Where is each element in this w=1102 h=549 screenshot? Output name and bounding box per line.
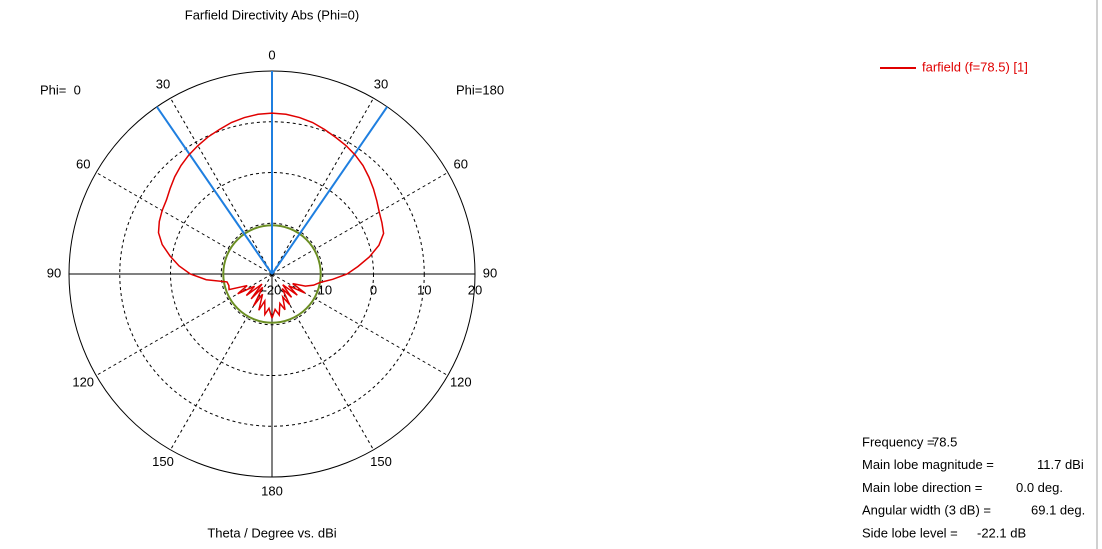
grid-spoke (271, 172, 449, 275)
legend-label: farfield (f=78.5) [1] (922, 59, 1028, 74)
angle-tick-label: 150 (370, 454, 392, 469)
info-value: 69.1 deg. (1031, 503, 1085, 518)
info-value: 11.7 dBi (1037, 457, 1084, 472)
chart-title: Farfield Directivity Abs (Phi=0) (185, 7, 359, 22)
info-value: 0.0 deg. (1016, 480, 1063, 495)
angle-tick-label: 30 (156, 77, 170, 92)
grid-spoke (271, 273, 374, 451)
side-label: Phi= 0 (40, 82, 81, 97)
angle-tick-label: 0 (268, 47, 275, 62)
r-tick-label: 20 (468, 282, 482, 297)
angle-tick-label: 150 (152, 454, 174, 469)
axis-label: Theta / Degree vs. dBi (207, 525, 336, 540)
info-label: Frequency = (862, 434, 935, 449)
info-label: Angular width (3 dB) = (862, 503, 991, 518)
angle-tick-label: 90 (47, 265, 61, 280)
angle-tick-label: 180 (261, 483, 283, 498)
beamwidth-line (271, 106, 388, 275)
info-label: Side lobe level = (862, 525, 958, 540)
angle-tick-label: 90 (483, 265, 497, 280)
grid-spoke (170, 97, 273, 275)
grid-spoke (271, 273, 449, 376)
grid-spoke (95, 273, 273, 376)
grid-spoke (170, 273, 273, 451)
beamwidth-line (156, 106, 273, 275)
angle-tick-label: 60 (454, 156, 468, 171)
grid-spoke (271, 97, 374, 275)
info-label: Main lobe direction = (862, 480, 982, 495)
angle-tick-label: 120 (450, 374, 472, 389)
info-value: -22.1 dB (977, 525, 1026, 540)
angle-tick-label: 60 (76, 156, 90, 171)
side-label: Phi=180 (456, 82, 504, 97)
info-value: 78.5 (932, 434, 957, 449)
angle-tick-label: 120 (72, 374, 94, 389)
farfield-curve (157, 112, 385, 319)
angle-tick-label: 30 (374, 77, 388, 92)
r-tick-label: 10 (417, 282, 431, 297)
info-label: Main lobe magnitude = (862, 457, 994, 472)
grid-spoke (95, 172, 273, 275)
r-tick-label: -10 (313, 282, 332, 297)
r-tick-label: -20 (263, 282, 282, 297)
r-tick-label: 0 (370, 282, 377, 297)
